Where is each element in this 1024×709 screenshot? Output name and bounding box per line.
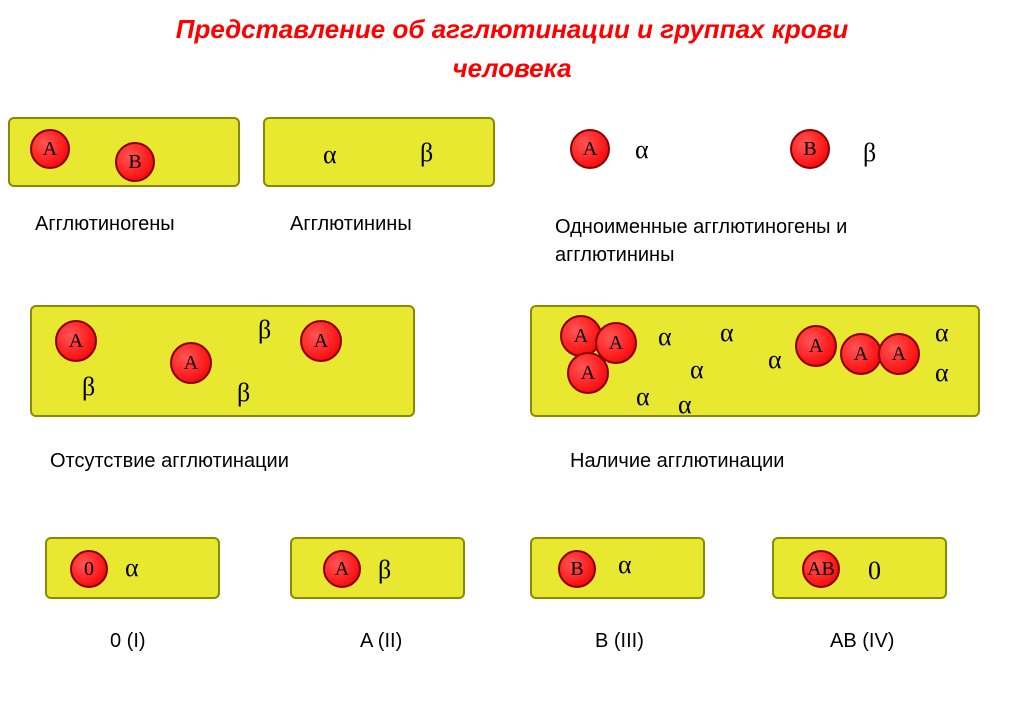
greek-symbol: α	[635, 135, 649, 165]
blood-cell: A	[795, 325, 837, 367]
blood-cell: B	[115, 142, 155, 182]
serum-box	[772, 537, 947, 599]
blood-cell: AB	[802, 550, 840, 588]
greek-symbol: α	[720, 318, 734, 348]
greek-symbol: α	[678, 390, 692, 420]
blood-cell: A	[30, 129, 70, 169]
greek-symbol: α	[690, 355, 704, 385]
serum-box	[263, 117, 495, 187]
blood-cell: A	[840, 333, 882, 375]
greek-symbol: α	[125, 553, 139, 583]
blood-cell: A	[300, 320, 342, 362]
greek-symbol: β	[258, 315, 271, 345]
greek-symbol: α	[636, 382, 650, 412]
diagram-label: Отсутствие агглютинации	[50, 450, 289, 473]
blood-cell: A	[323, 550, 361, 588]
blood-cell: A	[570, 129, 610, 169]
greek-symbol: 0	[868, 556, 881, 586]
greek-symbol: β	[378, 555, 391, 585]
diagram-label: Наличие агглютинации	[570, 450, 784, 473]
diagram-label: Одноименные агглютиногены и агглютинины	[555, 213, 935, 269]
greek-symbol: β	[237, 378, 250, 408]
diagram-label: Агглютиногены	[35, 213, 175, 236]
blood-cell: A	[567, 352, 609, 394]
blood-cell: A	[878, 333, 920, 375]
diagram-label: 0 (I)	[110, 630, 146, 653]
greek-symbol: β	[863, 138, 876, 168]
diagram-label: A (II)	[360, 630, 402, 653]
blood-cell: 0	[70, 550, 108, 588]
greek-symbol: β	[420, 138, 433, 168]
greek-symbol: β	[82, 372, 95, 402]
diagram-label: AB (IV)	[830, 630, 894, 653]
blood-cell: B	[558, 550, 596, 588]
greek-symbol: α	[935, 358, 949, 388]
blood-cell: A	[170, 342, 212, 384]
greek-symbol: α	[768, 345, 782, 375]
diagram-label: Агглютинины	[290, 213, 412, 236]
greek-symbol: α	[658, 322, 672, 352]
blood-cell: B	[790, 129, 830, 169]
title-line1: Представление об агглютинации и группах …	[0, 10, 1024, 49]
diagram-title: Представление об агглютинации и группах …	[0, 0, 1024, 88]
greek-symbol: α	[935, 318, 949, 348]
greek-symbol: α	[323, 140, 337, 170]
blood-cell: A	[55, 320, 97, 362]
diagram-label: B (III)	[595, 630, 644, 653]
greek-symbol: α	[618, 550, 632, 580]
title-line2: человека	[0, 49, 1024, 88]
